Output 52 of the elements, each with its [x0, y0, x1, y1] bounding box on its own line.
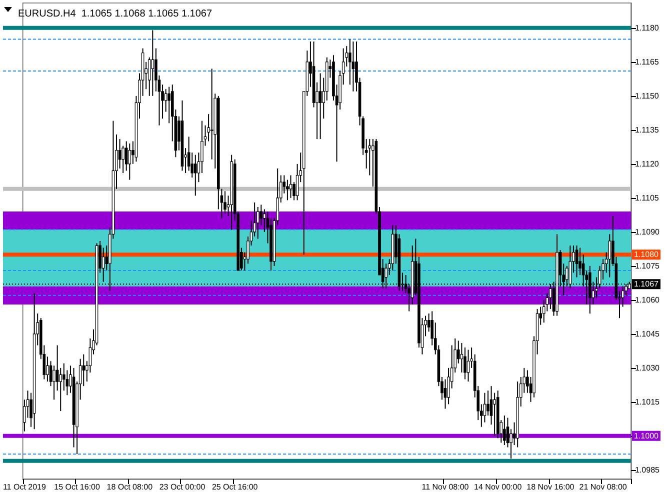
ref-line-label: 1.1000	[634, 431, 660, 440]
y-tick-label: 1.1075	[635, 261, 660, 270]
candlestick	[210, 68, 214, 160]
candlestick	[102, 247, 105, 282]
y-tick-label: 1.1135	[635, 125, 660, 134]
y-tick-label: 1.1060	[635, 295, 660, 304]
ref-line-label: 1.1067	[634, 280, 660, 289]
ref-line-label: 1.1080	[634, 250, 660, 260]
y-tick-label: 1.1090	[635, 227, 660, 236]
candlestick	[286, 179, 289, 201]
candlestick	[151, 30, 154, 96]
y-tick-label: 1.1105	[635, 193, 660, 202]
x-tick-label: 11 Oct 2019	[2, 482, 46, 492]
y-tick-label: 1.1045	[635, 329, 660, 338]
candlestick	[82, 354, 86, 387]
candlestick	[224, 190, 226, 214]
candlestick	[318, 72, 322, 140]
y-tick-label: 1.0985	[635, 465, 660, 474]
x-tick-label: 15 Oct 16:00	[54, 482, 100, 492]
candlestick	[352, 41, 355, 92]
candlestick	[493, 392, 496, 436]
y-tick-label: 1.1180	[635, 23, 660, 32]
text: EURUSD.H4 1.1065 1.1068 1.1065 1.1067	[18, 8, 212, 20]
x-tick-label: 23 Oct 00:00	[159, 482, 206, 492]
x-tick-label: 18 Oct 08:00	[106, 482, 154, 492]
candlestick	[194, 154, 197, 196]
candlestick	[575, 245, 578, 278]
y-tick-label: 1.1150	[635, 91, 660, 100]
x-tick-label: 11 Nov 08:00	[422, 482, 470, 492]
x-tick-label: 14 Nov 00:00	[474, 482, 522, 492]
candlestick	[368, 138, 372, 176]
candlestick	[464, 347, 466, 380]
candlestick	[62, 362, 66, 392]
y-tick-label: 1.1165	[635, 57, 660, 66]
x-tick-label: 21 Nov 08:00	[579, 482, 628, 492]
candlestick	[46, 356, 49, 382]
candlestick	[483, 392, 486, 423]
candlestick	[256, 206, 260, 240]
candlestick	[128, 143, 132, 180]
candlestick	[168, 86, 170, 124]
x-tick-label: 25 Oct 16:00	[212, 482, 258, 492]
candlestick	[486, 390, 490, 416]
candlestick	[59, 367, 62, 412]
candlestick	[52, 365, 56, 400]
y-tick-label: 1.1030	[635, 363, 660, 372]
candlestick	[164, 88, 168, 112]
candlestick	[466, 349, 470, 382]
x-tick-label: 18 Nov 16:00	[526, 482, 575, 492]
y-tick-label: 1.1015	[635, 397, 660, 406]
y-tick-label: 1.1120	[635, 159, 660, 168]
candlestick	[503, 415, 506, 446]
candlestick	[608, 234, 612, 278]
